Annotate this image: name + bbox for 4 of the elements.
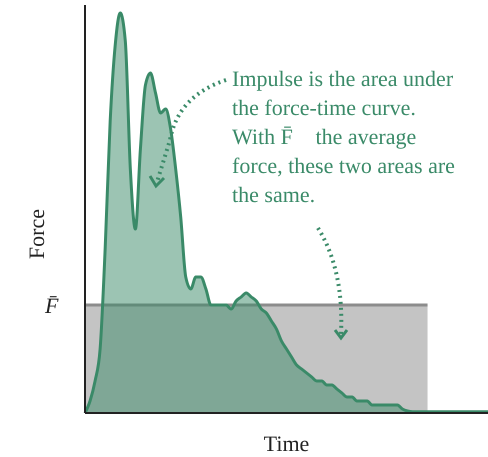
x-axis-title: Time	[264, 431, 310, 456]
annotation: Impulse is the area under the force-time curve. With F̄⃗ the average force, these two areas are the same.	[232, 65, 456, 209]
y-axis-title: Force	[24, 209, 49, 260]
series-label: F̄⃗	[44, 293, 76, 318]
